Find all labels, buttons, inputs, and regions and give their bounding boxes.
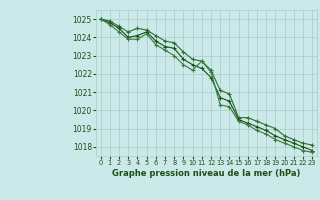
X-axis label: Graphe pression niveau de la mer (hPa): Graphe pression niveau de la mer (hPa) (112, 169, 300, 178)
